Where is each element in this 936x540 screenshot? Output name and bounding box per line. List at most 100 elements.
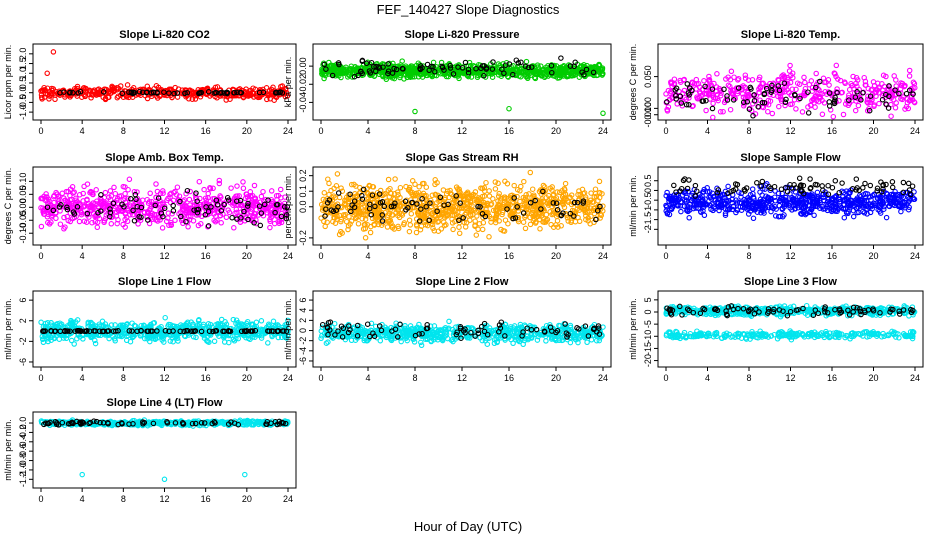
data-point-black xyxy=(261,201,268,208)
data-point xyxy=(775,213,782,220)
data-point xyxy=(277,186,284,193)
data-point xyxy=(392,176,398,182)
data-point-black xyxy=(392,200,398,207)
data-point xyxy=(539,196,545,202)
data-point xyxy=(483,206,489,213)
data-point xyxy=(850,207,857,214)
data-point-black xyxy=(854,89,860,95)
data-point xyxy=(710,100,716,107)
data-point xyxy=(871,191,877,198)
data-point-black xyxy=(746,106,753,112)
data-point xyxy=(41,193,47,200)
data-point-black xyxy=(782,99,789,106)
data-point xyxy=(561,204,568,211)
data-point-black xyxy=(107,206,113,212)
data-point xyxy=(421,213,427,220)
data-point-black xyxy=(241,208,247,215)
data-point-black xyxy=(807,185,814,192)
data-point xyxy=(811,95,818,102)
data-point xyxy=(408,211,415,217)
data-point-black xyxy=(177,198,183,205)
data-point-black xyxy=(245,216,251,223)
data-point-black xyxy=(832,178,839,184)
data-point xyxy=(504,70,510,76)
data-point xyxy=(889,92,895,98)
data-point xyxy=(519,202,525,208)
data-point xyxy=(190,218,197,224)
data-point-black xyxy=(237,197,244,204)
data-point xyxy=(334,171,341,177)
data-point-black xyxy=(874,185,881,192)
data-point xyxy=(324,219,330,226)
data-point-black xyxy=(686,102,692,108)
data-point xyxy=(276,200,282,206)
data-point xyxy=(750,215,757,222)
x-tick-label: 12 xyxy=(457,126,467,136)
y-axis-label: ml/min per min. xyxy=(628,175,638,237)
data-point xyxy=(50,204,56,211)
data-point xyxy=(361,211,367,217)
data-point-black xyxy=(797,95,803,102)
data-point xyxy=(151,211,157,218)
data-point xyxy=(441,210,448,217)
data-point xyxy=(406,186,413,193)
y-axis-label: Licor ppm per min. xyxy=(3,45,13,120)
data-point xyxy=(172,89,178,96)
data-point-black xyxy=(580,198,587,204)
data-point xyxy=(492,186,499,192)
data-point xyxy=(869,86,875,93)
y-axis-label: ml/min per min. xyxy=(3,298,13,360)
data-point xyxy=(49,212,55,218)
panel-3: Slope Amb. Box Temp.0 4 8 12 16 20 24-0.10-0.0… xyxy=(3,152,297,261)
data-point xyxy=(41,84,47,91)
x-tick-label: 16 xyxy=(201,251,211,261)
data-point xyxy=(558,223,564,229)
data-point xyxy=(582,209,588,216)
data-point xyxy=(781,212,787,218)
data-point-black xyxy=(400,66,406,72)
data-point-black xyxy=(866,107,873,114)
data-point xyxy=(492,219,499,226)
data-point-black xyxy=(456,217,462,224)
data-point xyxy=(591,210,598,217)
data-point xyxy=(741,200,747,206)
data-point-black xyxy=(805,89,811,95)
data-point-black xyxy=(256,203,263,209)
x-tick-label: 20 xyxy=(551,126,561,136)
data-point xyxy=(463,200,470,207)
data-point-black xyxy=(791,91,798,98)
data-point-black xyxy=(419,65,425,71)
data-point xyxy=(424,212,430,218)
x-tick-label: 24 xyxy=(283,373,293,383)
data-point xyxy=(169,210,175,217)
plot-box xyxy=(32,43,297,121)
data-point xyxy=(833,62,840,69)
data-point xyxy=(273,192,280,199)
data-point xyxy=(678,208,684,215)
data-point-black xyxy=(906,87,913,94)
data-point xyxy=(681,87,688,94)
data-point xyxy=(683,198,689,205)
data-point xyxy=(541,184,548,190)
data-point-black xyxy=(878,189,885,195)
x-tick-label: 4 xyxy=(80,251,85,261)
data-point-black xyxy=(391,203,397,209)
data-point xyxy=(879,192,886,198)
data-point xyxy=(82,93,88,100)
data-point xyxy=(383,76,390,83)
data-point xyxy=(266,204,272,211)
data-point xyxy=(93,187,99,193)
data-point-black xyxy=(260,89,267,96)
data-point xyxy=(745,211,752,217)
data-point xyxy=(135,221,141,227)
data-point xyxy=(472,223,478,229)
data-point xyxy=(745,91,752,98)
data-point-black xyxy=(131,218,138,224)
data-point xyxy=(901,83,907,90)
data-point xyxy=(675,203,681,209)
data-point-black xyxy=(558,55,564,61)
data-point-black xyxy=(798,182,804,188)
data-point-black xyxy=(100,89,107,95)
data-point xyxy=(573,68,580,75)
